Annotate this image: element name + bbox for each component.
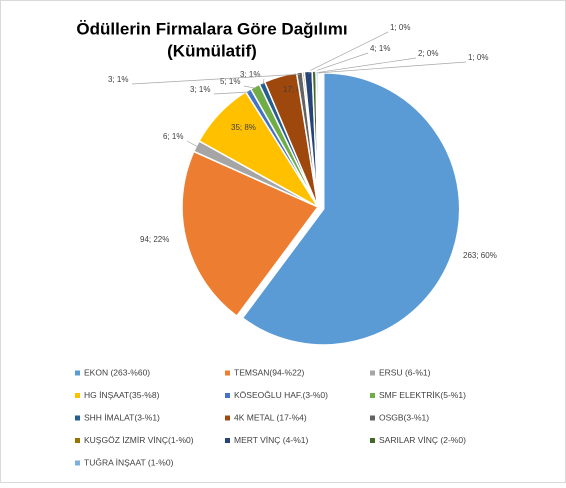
legend-label: KÖSEOĞLU HAF.(3-%0) [234, 390, 328, 400]
legend-swatch [75, 393, 80, 398]
legend-swatch [75, 415, 80, 421]
data-label: 1; 0% [390, 23, 410, 32]
legend-swatch [370, 393, 375, 398]
leader-line [314, 57, 417, 74]
legend-swatch [225, 415, 230, 421]
legend-label: TEMSAN(94-%22) [234, 367, 305, 377]
leader-line [262, 78, 265, 85]
pie-slice [181, 150, 320, 318]
legend-swatch [370, 438, 375, 443]
legend-swatch [225, 370, 230, 376]
leader-line [317, 61, 467, 74]
data-label: 6; 1% [163, 132, 183, 141]
pie-slice [315, 70, 319, 208]
legend-swatch [75, 438, 80, 443]
legend-label: KUŞGÖZ İZMİR VİNÇ(1-%0) [84, 435, 194, 445]
legend-label: MERT VİNÇ (4-%1) [234, 435, 308, 445]
legend-label: SMF ELEKTRİK(5-%1) [379, 390, 466, 400]
legend-label: SHH İMALAT(3-%1) [84, 412, 160, 422]
data-label: 263; 60% [463, 251, 497, 260]
data-label: 3; 1% [240, 70, 260, 79]
leader-line [243, 85, 256, 89]
data-label: 5; 1% [220, 77, 240, 86]
legend-swatch [370, 370, 375, 376]
legend-label: ERSU (6-%1) [379, 367, 431, 377]
leader-line [186, 140, 199, 148]
legend-label: OSGB(3-%1) [379, 412, 429, 422]
chart-subtitle: (Kümülatif) [167, 41, 257, 60]
legend-swatch [225, 393, 230, 398]
legend-swatch [75, 460, 80, 466]
leader-line [131, 73, 300, 85]
data-label: 1; 0% [468, 53, 488, 62]
pie-slice [241, 72, 461, 346]
chart-title: Ödüllerin Firmalara Göre Dağılımı [76, 19, 347, 38]
data-label: 94; 22% [140, 235, 169, 244]
data-label: 3; 1% [190, 85, 210, 94]
data-label: 4; 1% [370, 44, 390, 53]
data-label: 2; 0% [418, 49, 438, 58]
data-label: 35; 8% [231, 123, 256, 132]
legend-label: TUĞRA İNŞAAT (1-%0) [84, 457, 174, 467]
legend-label: EKON (263-%60) [84, 367, 150, 377]
legend-swatch [370, 415, 375, 421]
legend-swatch [225, 438, 230, 443]
legend-label: 4K METAL (17-%4) [234, 412, 307, 422]
legend-swatch [75, 370, 80, 376]
leader-line [303, 31, 389, 75]
legend-label: HG İNŞAAT(35-%8) [84, 390, 160, 400]
data-label: 17; 4% [283, 85, 308, 94]
data-label: 3; 1% [108, 75, 128, 84]
legend-label: SARILAR VİNÇ (2-%0) [379, 435, 466, 445]
leader-line [213, 91, 250, 95]
leader-line [308, 52, 369, 74]
